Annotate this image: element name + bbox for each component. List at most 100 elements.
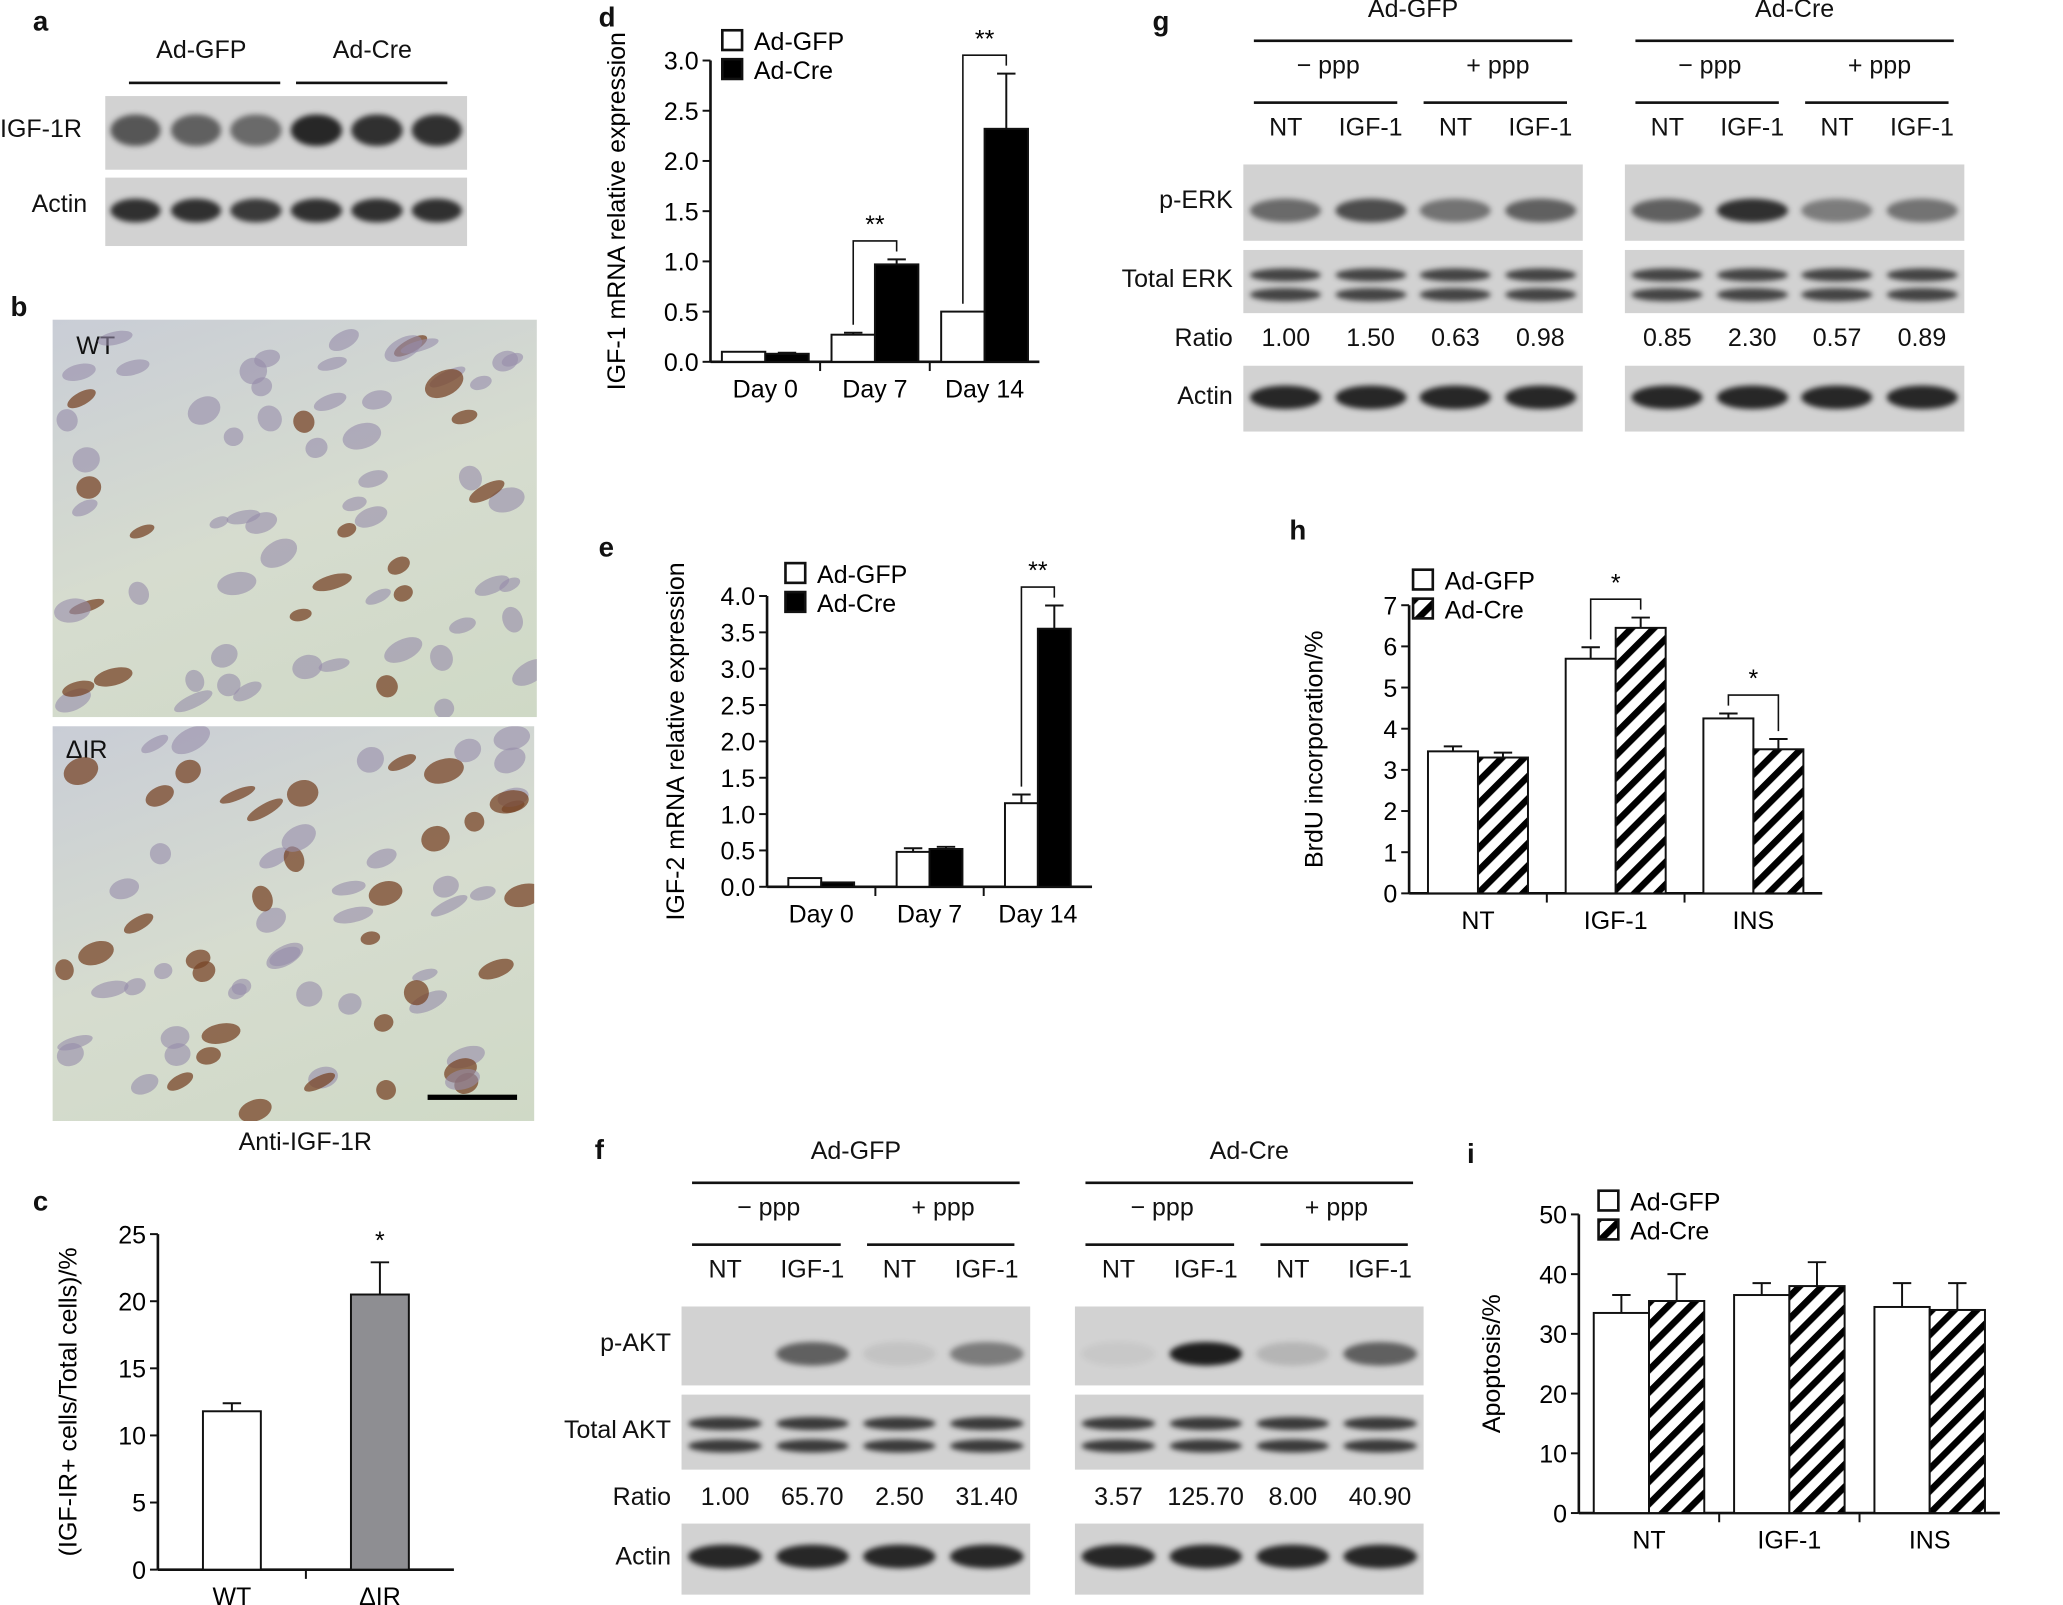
legend-swatch <box>1597 1218 1620 1241</box>
group-label-ad-cre: Ad-Cre <box>332 36 412 65</box>
blot-band <box>110 114 161 147</box>
lane-label: NT <box>1269 114 1303 143</box>
y-tick-label: 20 <box>118 1288 146 1316</box>
panel-label-b: b <box>10 292 28 323</box>
y-tick-label: 2.5 <box>720 692 755 720</box>
bar <box>1928 1308 1986 1515</box>
chart-h: 0 1 2 3 4 5 6 7 BrdU incorporation/% NT IGF-1 * INS *… <box>1300 567 1823 935</box>
y-tick-label: 0.0 <box>664 349 699 377</box>
blot-band <box>1334 268 1407 283</box>
blot-band <box>1250 385 1322 410</box>
bar <box>349 1293 410 1571</box>
y-tick-label: 6 <box>1383 634 1397 662</box>
blot-band <box>1081 1417 1156 1431</box>
group-label: Ad-Cre <box>1755 0 1835 24</box>
row-label: Ratio <box>1174 324 1233 353</box>
ratio-value: 1.00 <box>700 1484 750 1512</box>
blot-band <box>1256 1342 1330 1366</box>
blot-band <box>411 114 463 147</box>
significance-bracket <box>1727 694 1780 732</box>
blot-band <box>1081 1544 1156 1569</box>
blot-band <box>1801 287 1873 302</box>
blot-band <box>170 198 222 222</box>
lane-label: IGF-1 <box>1338 114 1403 143</box>
legend-label: Ad-Cre <box>1445 596 1524 624</box>
y-tick-label: 1.5 <box>664 198 699 226</box>
ratio-value: 0.98 <box>1516 324 1565 353</box>
group-divider <box>1635 39 1954 43</box>
y-tick-label: 0.5 <box>664 299 699 327</box>
lane-label: IGF-1 <box>1720 114 1785 143</box>
blot-band <box>1250 287 1322 302</box>
blot-band <box>1886 268 1958 283</box>
ratio-value: 40.90 <box>1348 1484 1412 1512</box>
ratio-value: 0.89 <box>1897 324 1947 353</box>
blot-band <box>1169 1342 1243 1366</box>
blot-band <box>1334 287 1407 302</box>
blot-band <box>1886 385 1958 410</box>
bar <box>983 127 1029 363</box>
row-label: Actin <box>1177 382 1233 411</box>
ratio-value: 65.70 <box>781 1484 844 1512</box>
blot-band <box>688 1417 762 1431</box>
ratio-value: 8.00 <box>1268 1484 1318 1512</box>
western-blot-total-akt <box>681 1394 1031 1470</box>
y-tick-label: 2.5 <box>664 98 699 126</box>
bar <box>830 333 876 363</box>
significance-marker: * <box>1749 665 1759 693</box>
group-label: Ad-Cre <box>1209 1138 1289 1166</box>
ppp-divider <box>1085 1243 1234 1246</box>
ratio-value: 2.50 <box>875 1484 924 1512</box>
bar <box>1592 1311 1650 1515</box>
blot-band <box>949 1544 1024 1569</box>
x-tick-label: Day 7 <box>842 375 907 403</box>
ppp-label: + ppp <box>911 1194 975 1223</box>
blot-band <box>1419 198 1492 223</box>
chart-e: 0.0 0.5 1.0 1.5 2.0 2.5 3.0 3.5 4.0 IGF-2 mRNA re… <box>662 557 1093 928</box>
y-tick-label: 10 <box>1539 1441 1567 1469</box>
histology-image-wt: WT <box>52 319 537 718</box>
bar <box>873 263 920 363</box>
western-blot-actin <box>1624 365 1965 432</box>
bar <box>1426 750 1479 895</box>
western-blot-total-erk <box>1243 249 1583 314</box>
x-tick-label: Day 14 <box>945 375 1024 403</box>
blot-band <box>862 1544 937 1569</box>
group-label: Ad-GFP <box>1367 0 1459 24</box>
y-tick-label: 4 <box>1383 716 1397 744</box>
legend-label: Ad-Cre <box>754 57 833 85</box>
blot-band <box>1631 287 1703 302</box>
blot-band <box>775 1342 849 1366</box>
ratio-value: 2.30 <box>1727 324 1777 353</box>
panel-label-h: h <box>1289 515 1307 547</box>
blot-band <box>1256 1544 1330 1569</box>
western-blot-igf1r <box>105 96 468 170</box>
ppp-divider <box>866 1243 1015 1246</box>
legend-label: Ad-GFP <box>1630 1188 1720 1216</box>
legend-label: Ad-GFP <box>1445 567 1535 595</box>
row-label: p-AKT <box>600 1330 672 1358</box>
bar <box>1733 1294 1791 1515</box>
lane-label: NT <box>1276 1256 1310 1285</box>
x-tick-label: IGF-1 <box>1757 1527 1821 1555</box>
blot-band <box>1886 287 1958 302</box>
ppp-divider <box>1805 101 1949 104</box>
western-blot-actin <box>681 1523 1031 1595</box>
group-divider <box>128 81 281 85</box>
blot-band <box>1419 268 1492 283</box>
legend-swatch <box>721 57 744 81</box>
y-tick-label: 15 <box>118 1356 146 1384</box>
blot-band <box>1504 287 1576 302</box>
blot-band <box>775 1439 849 1453</box>
ppp-label: + ppp <box>1847 52 1912 81</box>
y-tick-label: 0 <box>1553 1500 1567 1528</box>
lane-label: IGF-1 <box>1348 1256 1412 1285</box>
blot-band <box>1081 1342 1156 1366</box>
group-divider <box>1085 1181 1414 1185</box>
row-label-igf1r: IGF-1R <box>0 115 82 144</box>
blot-band <box>862 1439 937 1453</box>
x-tick-label: NT <box>1632 1527 1665 1555</box>
legend-swatch <box>784 561 807 585</box>
blot-band <box>1334 385 1407 410</box>
